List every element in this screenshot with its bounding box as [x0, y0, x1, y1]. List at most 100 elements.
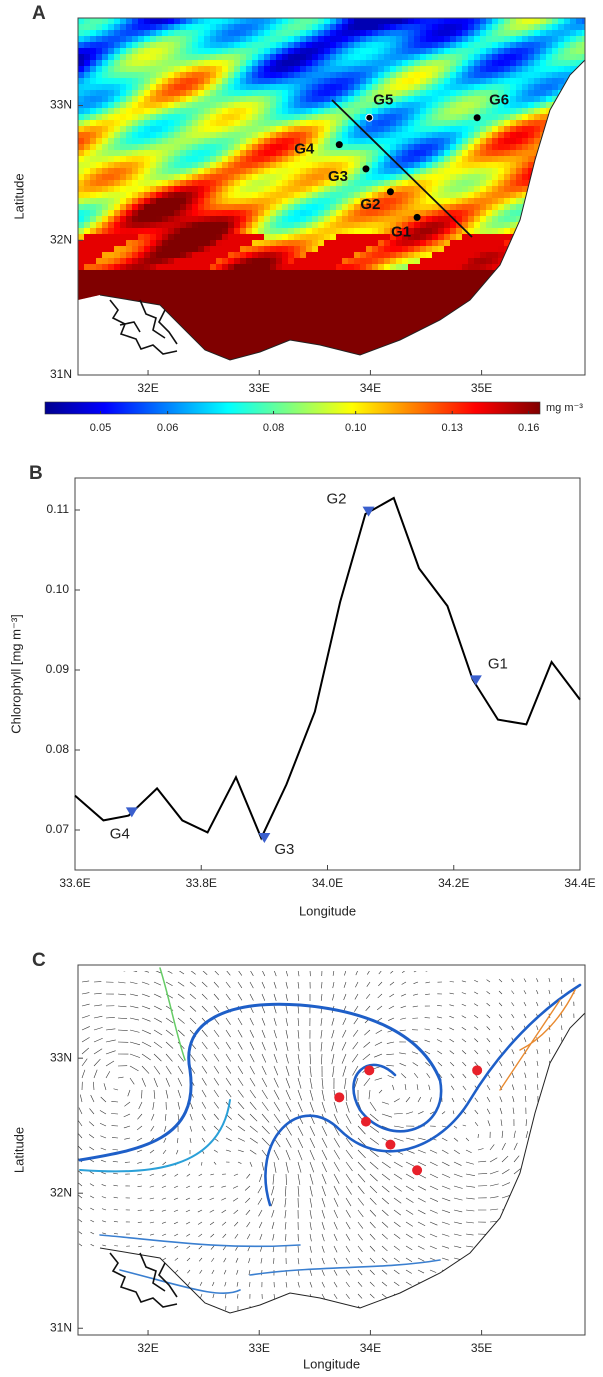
cell: [228, 168, 234, 174]
cell: [186, 252, 192, 258]
cell: [132, 150, 138, 156]
cell: [492, 192, 498, 198]
cell: [78, 210, 84, 216]
cell: [504, 78, 510, 84]
cell: [282, 126, 288, 132]
cell: [444, 36, 450, 42]
cell: [84, 192, 90, 198]
cell: [474, 18, 480, 24]
cell: [402, 60, 408, 66]
cell: [330, 138, 336, 144]
cell: [486, 216, 492, 222]
cell: [384, 78, 390, 84]
cell: [282, 192, 288, 198]
cell: [438, 252, 444, 258]
cell: [390, 120, 396, 126]
cell: [324, 252, 330, 258]
cell: [210, 36, 216, 42]
cell: [432, 264, 438, 270]
cell: [264, 48, 270, 54]
cell: [474, 276, 480, 282]
cell: [372, 312, 378, 318]
cell: [462, 288, 468, 294]
cell: [234, 324, 240, 330]
cell: [204, 330, 210, 336]
cell: [450, 60, 456, 66]
cell: [192, 24, 198, 30]
cell: [450, 282, 456, 288]
cell: [348, 336, 354, 342]
cell: [258, 294, 264, 300]
cell: [210, 168, 216, 174]
cell: [402, 144, 408, 150]
cell: [474, 222, 480, 228]
cell: [450, 72, 456, 78]
cell: [186, 210, 192, 216]
cell: [318, 120, 324, 126]
cell: [270, 318, 276, 324]
cell: [252, 204, 258, 210]
cell: [402, 132, 408, 138]
cell: [120, 204, 126, 210]
cell: [306, 72, 312, 78]
cell: [426, 138, 432, 144]
cell: [144, 168, 150, 174]
cell: [150, 30, 156, 36]
cell: [264, 72, 270, 78]
cell: [462, 246, 468, 252]
cell: [180, 282, 186, 288]
cell: [360, 282, 366, 288]
cell: [174, 282, 180, 288]
cell: [330, 78, 336, 84]
cell: [144, 102, 150, 108]
cell: [258, 210, 264, 216]
cell: [204, 138, 210, 144]
cell: [378, 36, 384, 42]
cell: [390, 60, 396, 66]
cell: [372, 258, 378, 264]
cell: [114, 198, 120, 204]
cell: [222, 204, 228, 210]
cell: [516, 156, 522, 162]
cell: [414, 120, 420, 126]
cell: [252, 90, 258, 96]
cell: [318, 132, 324, 138]
cell: [402, 180, 408, 186]
cell: [252, 330, 258, 336]
cell: [402, 90, 408, 96]
cell: [84, 198, 90, 204]
cell: [276, 156, 282, 162]
cell: [534, 114, 540, 120]
cell: [366, 216, 372, 222]
cell: [480, 228, 486, 234]
cell: [234, 90, 240, 96]
cell: [486, 42, 492, 48]
cell: [234, 150, 240, 156]
cell: [180, 306, 186, 312]
cell: [180, 90, 186, 96]
cell: [378, 336, 384, 342]
cell: [180, 60, 186, 66]
cell: [264, 324, 270, 330]
cell: [288, 162, 294, 168]
cell: [228, 264, 234, 270]
cell: [390, 318, 396, 324]
cell: [372, 108, 378, 114]
cell: [156, 66, 162, 72]
cell: [288, 66, 294, 72]
cell: [414, 24, 420, 30]
cell: [114, 216, 120, 222]
cell: [396, 72, 402, 78]
cell: [198, 306, 204, 312]
cell: [258, 252, 264, 258]
cell: [210, 252, 216, 258]
cell: [306, 216, 312, 222]
cell: [258, 60, 264, 66]
cell: [252, 126, 258, 132]
cell: [120, 168, 126, 174]
cell: [216, 126, 222, 132]
cell: [336, 186, 342, 192]
cell: [390, 324, 396, 330]
cell: [468, 282, 474, 288]
cell: [390, 30, 396, 36]
